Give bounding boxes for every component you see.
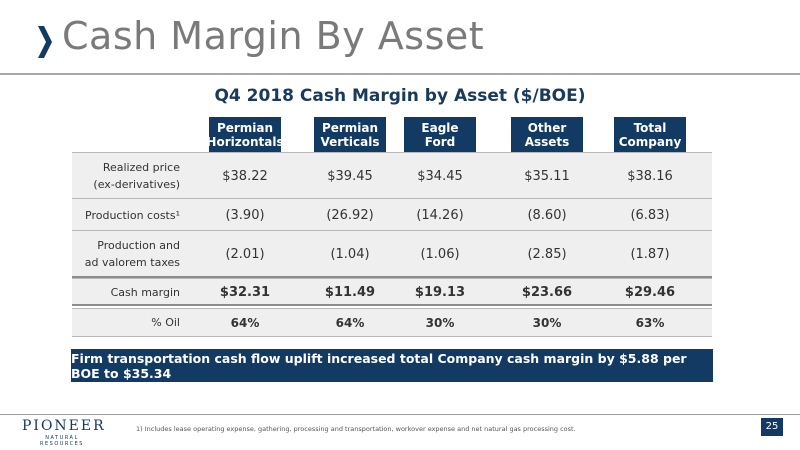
table-cell: $35.11 xyxy=(524,168,570,184)
row-label-line: Cash margin xyxy=(110,285,180,299)
row-label-line: Production and xyxy=(97,239,180,252)
table-cell: $39.45 xyxy=(327,168,373,184)
table-cell: $23.66 xyxy=(521,284,573,300)
table-cell: (2.85) xyxy=(527,246,567,262)
table-divider xyxy=(72,304,712,306)
row-label: Realized price (ex-derivatives) xyxy=(72,153,180,199)
column-header-line: Verticals xyxy=(320,135,380,149)
callout-banner: Firm transportation cash flow uplift inc… xyxy=(71,349,713,382)
table-cell: (8.60) xyxy=(527,207,567,223)
table-cell: $11.49 xyxy=(324,284,376,300)
table-cell: 30% xyxy=(425,315,455,330)
table-cell: (3.90) xyxy=(225,207,265,223)
page-number: 25 xyxy=(761,418,783,436)
footer-divider xyxy=(0,414,800,415)
slide-title: Cash Margin By Asset xyxy=(62,14,485,58)
row-label-line: Production costs¹ xyxy=(85,208,180,222)
table-cell: $32.31 xyxy=(219,284,271,300)
table-cell: (2.01) xyxy=(225,246,265,262)
row-label-line: % Oil xyxy=(151,316,180,329)
row-label-line: ad valorem taxes xyxy=(84,256,180,269)
column-header-total-company: Total Company xyxy=(614,117,686,153)
column-header-line: Assets xyxy=(524,135,570,149)
table-cell: (26.92) xyxy=(326,207,374,223)
table-title: Q4 2018 Cash Margin by Asset ($/BOE) xyxy=(214,86,586,106)
table-row-production-taxes: Production and ad valorem taxes (2.01) (… xyxy=(72,230,712,277)
column-header-line: Company xyxy=(618,135,682,149)
row-label: Production and ad valorem taxes xyxy=(72,231,180,277)
row-label: % Oil xyxy=(72,309,180,336)
table-cell: $38.16 xyxy=(627,168,673,184)
table-cell: 63% xyxy=(635,315,665,330)
column-header-line: Other xyxy=(527,121,567,135)
column-header-line: Permian xyxy=(321,121,379,135)
row-label-line: (ex-derivatives) xyxy=(93,178,180,191)
column-header-line: Horizontals xyxy=(206,135,284,149)
logo-name: PIONEER xyxy=(22,418,106,434)
table-cell: (14.26) xyxy=(416,207,464,223)
column-header-permian-horizontals: Permian Horizontals xyxy=(206,117,284,153)
table-row-production-costs: Production costs¹ (3.90) (26.92) (14.26)… xyxy=(72,198,712,231)
company-logo: PIONEER NATURAL RESOURCES xyxy=(22,418,106,447)
title-divider xyxy=(0,73,800,75)
column-header-line: Ford xyxy=(424,135,456,149)
row-label: Production costs¹ xyxy=(72,199,180,231)
column-header-line: Permian xyxy=(216,121,274,135)
chevron-right-icon xyxy=(38,26,52,58)
column-header-line: Total xyxy=(633,121,667,135)
table-cell: (1.04) xyxy=(330,246,370,262)
table-cell: 64% xyxy=(335,315,365,330)
table-cell: $19.13 xyxy=(414,284,466,300)
callout-text: Firm transportation cash flow uplift inc… xyxy=(71,350,687,381)
footnote: 1) Includes lease operating expense, gat… xyxy=(136,425,576,433)
table-cell: $38.22 xyxy=(222,168,268,184)
table-cell: (1.06) xyxy=(420,246,460,262)
table-cell: 64% xyxy=(230,315,260,330)
table-cell: $29.46 xyxy=(624,284,676,300)
table-cell: 30% xyxy=(532,315,562,330)
column-header-eagle-ford: Eagle Ford xyxy=(404,117,476,153)
row-label: Cash margin xyxy=(72,279,180,305)
column-header-permian-verticals: Permian Verticals xyxy=(314,117,386,153)
column-header-other-assets: Other Assets xyxy=(511,117,583,153)
logo-tagline: NATURAL RESOURCES xyxy=(40,435,84,447)
table-cell: (1.87) xyxy=(630,246,670,262)
table-cell: $34.45 xyxy=(417,168,463,184)
row-label-line: Realized price xyxy=(102,161,180,174)
column-header-line: Eagle xyxy=(421,121,459,135)
table-divider xyxy=(72,276,712,278)
table-row-percent-oil: % Oil 64% 64% 30% 30% 63% xyxy=(72,308,712,337)
table-row-realized-price: Realized price (ex-derivatives) $38.22 $… xyxy=(72,152,712,199)
table-cell: (6.83) xyxy=(630,207,670,223)
table-row-cash-margin: Cash margin $32.31 $11.49 $19.13 $23.66 … xyxy=(72,278,712,305)
